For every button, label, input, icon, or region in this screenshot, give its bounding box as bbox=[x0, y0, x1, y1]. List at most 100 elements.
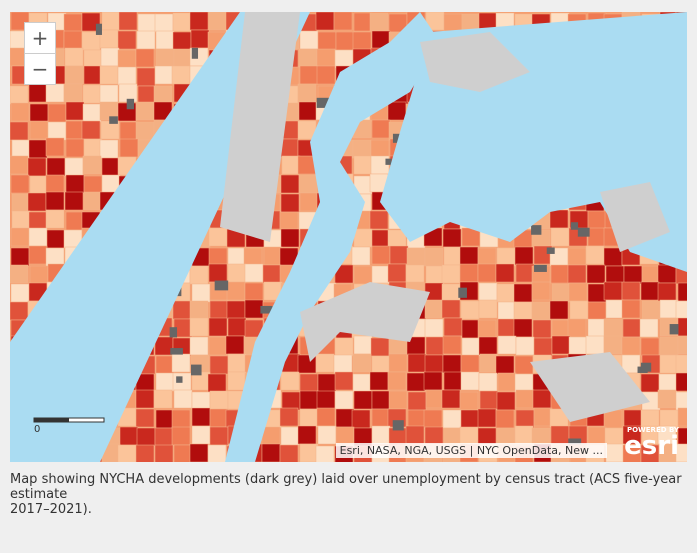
tract bbox=[279, 407, 299, 427]
tract bbox=[101, 12, 121, 31]
tract bbox=[47, 121, 67, 141]
tract bbox=[567, 247, 587, 267]
tract bbox=[460, 371, 480, 391]
tract bbox=[10, 155, 29, 175]
tract bbox=[28, 227, 48, 247]
tract bbox=[155, 48, 175, 68]
tract bbox=[119, 121, 139, 141]
nycha-development bbox=[637, 366, 648, 373]
tract bbox=[443, 246, 463, 266]
nycha-development bbox=[109, 116, 118, 124]
tract bbox=[371, 425, 391, 445]
zoom-out[interactable]: − bbox=[24, 53, 56, 85]
tract bbox=[352, 139, 372, 159]
tract bbox=[209, 408, 229, 428]
tract bbox=[316, 65, 336, 85]
tract bbox=[227, 247, 247, 267]
nycha-development bbox=[546, 247, 555, 254]
tract bbox=[496, 391, 516, 411]
tract bbox=[281, 155, 301, 175]
scale-segment bbox=[34, 418, 69, 422]
tract bbox=[407, 353, 427, 373]
nycha-development bbox=[95, 23, 102, 35]
tract bbox=[191, 407, 211, 427]
tract bbox=[65, 174, 85, 194]
tract bbox=[604, 427, 624, 447]
tract bbox=[387, 371, 407, 391]
tract bbox=[99, 84, 119, 104]
tract bbox=[495, 355, 515, 375]
tract bbox=[533, 337, 553, 357]
tract bbox=[621, 299, 641, 319]
tract bbox=[227, 317, 247, 337]
tract bbox=[28, 245, 48, 265]
tract bbox=[425, 265, 445, 285]
tract bbox=[461, 337, 481, 357]
tract bbox=[550, 227, 570, 247]
tract bbox=[389, 245, 409, 265]
tract bbox=[551, 319, 571, 339]
tract bbox=[299, 30, 319, 50]
tract bbox=[137, 13, 157, 33]
tract bbox=[172, 31, 192, 51]
tract bbox=[513, 283, 533, 303]
tract bbox=[496, 247, 516, 267]
nycha-development bbox=[577, 227, 590, 237]
tract bbox=[243, 247, 263, 267]
tract bbox=[83, 138, 103, 158]
tract bbox=[261, 443, 281, 462]
tract bbox=[171, 426, 191, 446]
tract bbox=[334, 337, 354, 357]
tract bbox=[117, 444, 137, 462]
zoom-in[interactable]: + bbox=[24, 22, 56, 54]
tract bbox=[370, 139, 390, 159]
tract bbox=[622, 425, 642, 445]
tract bbox=[28, 211, 48, 231]
tract bbox=[387, 263, 407, 283]
tract bbox=[585, 245, 605, 265]
tract bbox=[495, 263, 515, 283]
tract bbox=[280, 228, 300, 248]
tract bbox=[11, 210, 31, 230]
tract bbox=[135, 389, 155, 409]
tract bbox=[353, 228, 373, 248]
tract bbox=[515, 389, 535, 409]
tract bbox=[29, 103, 49, 123]
tract bbox=[388, 390, 408, 410]
tract bbox=[675, 354, 687, 374]
tract bbox=[514, 355, 534, 375]
tract bbox=[47, 103, 67, 123]
nycha-development bbox=[531, 225, 542, 235]
park bbox=[530, 352, 650, 422]
tract bbox=[550, 264, 570, 284]
tract bbox=[424, 299, 444, 319]
logo-text: esri bbox=[624, 431, 679, 461]
tract bbox=[135, 408, 155, 428]
tract bbox=[227, 353, 247, 373]
map-canvas bbox=[10, 12, 687, 462]
tract bbox=[189, 443, 209, 462]
tract bbox=[208, 317, 228, 337]
tract bbox=[135, 121, 155, 141]
nycha-development bbox=[214, 280, 229, 291]
tract bbox=[567, 264, 587, 284]
tract bbox=[477, 263, 497, 283]
tract bbox=[316, 48, 336, 68]
tract bbox=[497, 372, 517, 392]
tract bbox=[27, 157, 47, 177]
tract bbox=[226, 300, 246, 320]
tract bbox=[658, 373, 678, 393]
tract bbox=[371, 355, 391, 375]
tract bbox=[10, 283, 30, 303]
attribution: Esri, NASA, NGA, USGS | NYC OpenData, Ne… bbox=[335, 443, 607, 458]
tract bbox=[63, 13, 83, 33]
tract bbox=[461, 319, 481, 339]
tract bbox=[443, 317, 463, 337]
tract bbox=[155, 372, 175, 392]
tract bbox=[514, 246, 534, 266]
nycha-development bbox=[191, 47, 199, 59]
tract bbox=[10, 227, 30, 247]
tract bbox=[279, 444, 299, 462]
airport bbox=[420, 32, 530, 92]
